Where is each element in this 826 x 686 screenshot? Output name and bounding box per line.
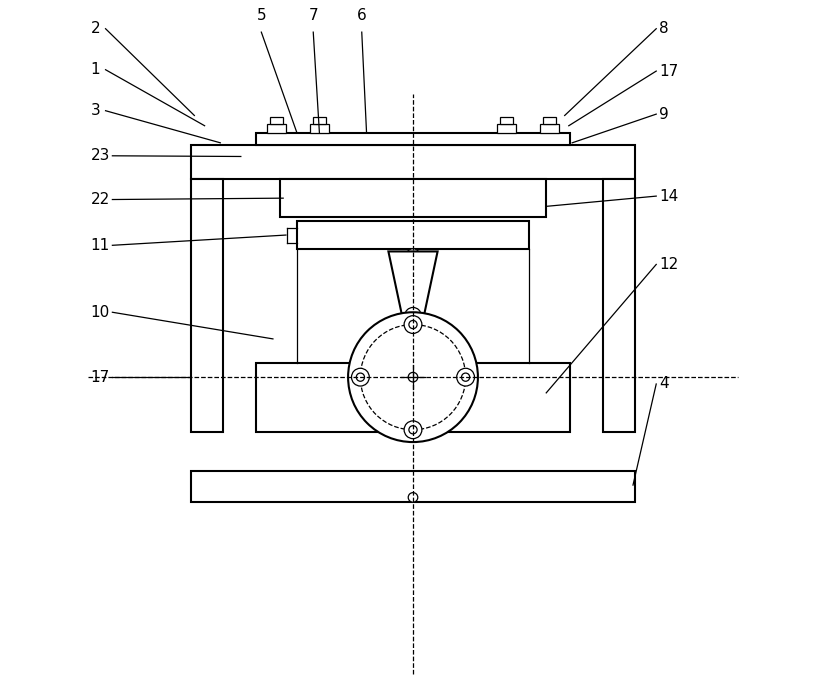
Circle shape — [352, 368, 369, 386]
Text: 17: 17 — [659, 64, 678, 79]
Text: 6: 6 — [357, 8, 367, 23]
Text: 12: 12 — [659, 257, 678, 272]
Bar — [544, 117, 556, 123]
Text: 4: 4 — [659, 377, 668, 392]
Circle shape — [376, 340, 450, 415]
Circle shape — [462, 373, 470, 381]
Bar — [501, 117, 513, 123]
Circle shape — [404, 316, 422, 333]
Text: 22: 22 — [91, 192, 110, 207]
Text: 1: 1 — [91, 62, 100, 78]
Circle shape — [409, 320, 417, 329]
Bar — [297, 222, 529, 249]
Bar — [497, 123, 516, 132]
Circle shape — [408, 493, 418, 502]
Text: 14: 14 — [659, 189, 678, 204]
Circle shape — [406, 249, 420, 262]
Text: 3: 3 — [91, 103, 100, 118]
Bar — [310, 123, 329, 132]
Text: 17: 17 — [91, 370, 110, 385]
Bar — [313, 117, 325, 123]
Bar — [603, 179, 635, 431]
Bar — [280, 179, 546, 217]
Circle shape — [408, 372, 418, 382]
Text: 23: 23 — [91, 148, 110, 163]
Bar — [270, 117, 282, 123]
Text: 5: 5 — [257, 8, 266, 23]
Text: 10: 10 — [91, 305, 110, 320]
Text: 8: 8 — [659, 21, 668, 36]
Circle shape — [360, 324, 466, 429]
Bar — [191, 179, 223, 431]
Bar — [256, 364, 570, 431]
Text: 2: 2 — [91, 21, 100, 36]
Bar — [267, 123, 286, 132]
Text: 11: 11 — [91, 238, 110, 253]
Bar — [256, 132, 570, 145]
Bar — [191, 471, 635, 501]
Circle shape — [405, 307, 421, 324]
Text: 7: 7 — [308, 8, 318, 23]
Polygon shape — [388, 252, 438, 316]
Bar — [191, 145, 635, 179]
Circle shape — [348, 312, 478, 442]
Circle shape — [409, 426, 417, 434]
Bar — [540, 123, 559, 132]
Circle shape — [457, 368, 474, 386]
Text: 9: 9 — [659, 106, 669, 121]
Circle shape — [404, 421, 422, 438]
Circle shape — [356, 373, 364, 381]
